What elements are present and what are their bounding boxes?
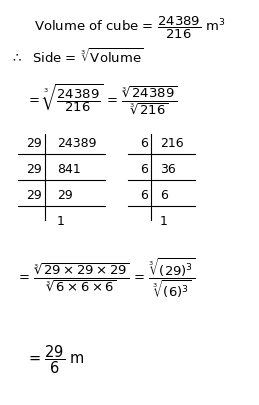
Text: 6: 6 [140, 163, 148, 176]
Text: 29: 29 [26, 189, 42, 202]
Text: Volume of cube = $\dfrac{24389}{216}$ m$^3$: Volume of cube = $\dfrac{24389}{216}$ m$… [34, 15, 226, 41]
Text: = $\sqrt[3]{\dfrac{24389}{216}}$ = $\dfrac{\sqrt[3]{24389}}{\sqrt[3]{216}}$: = $\sqrt[3]{\dfrac{24389}{216}}$ = $\dfr… [28, 82, 177, 116]
Text: 24389: 24389 [57, 137, 97, 150]
Text: 1: 1 [160, 215, 168, 228]
Text: = $\dfrac{\sqrt[3]{29 \times 29 \times 29}}{\sqrt[3]{6 \times 6 \times 6}}$ = $\: = $\dfrac{\sqrt[3]{29 \times 29 \times 2… [18, 257, 196, 301]
Text: 29: 29 [57, 189, 73, 202]
Text: = $\dfrac{29}{6}$ m: = $\dfrac{29}{6}$ m [28, 343, 85, 375]
Text: 29: 29 [26, 163, 42, 176]
Text: 6: 6 [140, 189, 148, 202]
Text: 6: 6 [160, 189, 168, 202]
Text: 1: 1 [57, 215, 65, 228]
Text: 6: 6 [140, 137, 148, 150]
Text: 841: 841 [57, 163, 81, 176]
Text: 36: 36 [160, 163, 176, 176]
Text: 216: 216 [160, 137, 184, 150]
Text: $\therefore$  Side = $\sqrt[3]{\mathrm{Volume}}$: $\therefore$ Side = $\sqrt[3]{\mathrm{Vo… [10, 47, 144, 66]
Text: 29: 29 [26, 137, 42, 150]
